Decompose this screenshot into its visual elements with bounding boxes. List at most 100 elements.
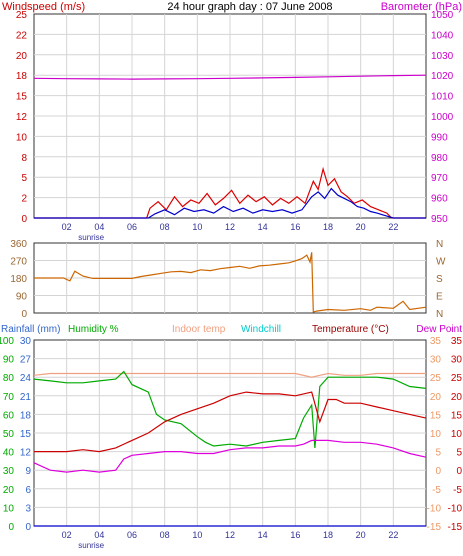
rainfall-tick-label: 70	[3, 392, 15, 403]
temp-x-tick-label: 06	[127, 530, 137, 540]
wind-x-tick-label: 22	[388, 222, 398, 232]
compass-label: N	[436, 239, 443, 250]
temp-tick-label-red: 15	[451, 410, 463, 421]
temp-tick-label-orange: 15	[430, 410, 442, 421]
series-temperature-c	[34, 391, 427, 453]
wind-direction-line	[34, 252, 427, 313]
temp-tick-label-orange: 25	[430, 373, 442, 384]
temp-x-tick-label: 08	[160, 530, 170, 540]
barometer-tick-label: 1020	[431, 71, 454, 82]
wind-x-tick-label: 20	[356, 222, 366, 232]
windspeed-tick-label: 20	[16, 51, 28, 62]
legend-label: Dew Point	[416, 324, 462, 335]
direction-tick-label: 90	[16, 292, 28, 303]
wind-x-tick-label: 06	[127, 222, 137, 232]
temp-x-tick-label: 10	[192, 530, 202, 540]
series-dew-point	[33, 439, 427, 473]
direction-tick-label: 0	[21, 309, 27, 320]
barometer-tick-label: 1010	[431, 92, 454, 103]
barometer-tick-label: 980	[431, 153, 448, 164]
temp-tick-label-orange: -10	[427, 503, 442, 514]
humidity-scale-tick-label: 0	[25, 522, 31, 533]
temp-tick-label-red: -15	[448, 522, 463, 533]
compass-label: E	[436, 292, 443, 303]
rainfall-tick-label: 0	[8, 522, 14, 533]
rainfall-tick-label: 40	[3, 448, 15, 459]
direction-tick-label: 270	[10, 257, 27, 268]
windspeed-tick-label: 8	[21, 153, 27, 164]
temp-tick-label-orange: 0	[435, 466, 441, 477]
windspeed-tick-label: 15	[16, 92, 28, 103]
compass-label: W	[436, 257, 446, 268]
direction-tick-label: 360	[10, 239, 27, 250]
humidity-scale-tick-label: 27	[20, 355, 32, 366]
temp-tick-label-orange: -15	[427, 522, 442, 533]
windspeed-tick-label: 25	[16, 10, 28, 21]
temp-tick-label-red: 0	[456, 466, 462, 477]
wind-series-windspeed	[34, 187, 426, 219]
legend-label: Rainfall (mm)	[1, 324, 60, 335]
temp-x-tick-label: 12	[225, 530, 235, 540]
temp-tick-label-red: -10	[448, 503, 463, 514]
temp-tick-label-orange: 30	[430, 355, 442, 366]
wind-x-tick-label: 10	[192, 222, 202, 232]
wind-x-tick-label: 02	[62, 222, 72, 232]
temp-x-tick-label: 20	[356, 530, 366, 540]
temp-tick-label-orange: -5	[432, 485, 441, 496]
humidity-scale-tick-label: 24	[20, 373, 32, 384]
windspeed-tick-label: 5	[21, 173, 27, 184]
temp-x-tick-label: 02	[62, 530, 72, 540]
rainfall-tick-label: 20	[3, 485, 15, 496]
temp-x-tick-label: 14	[258, 530, 268, 540]
barometer-tick-label: 1000	[431, 112, 454, 123]
wind-x-tick-label: 08	[160, 222, 170, 232]
series-humidity	[33, 370, 427, 448]
legend-label: Humidity %	[68, 324, 119, 335]
series-indoor-temp	[33, 372, 426, 378]
barometer-tick-label: 1040	[431, 30, 454, 41]
temp-tick-label-red: 20	[451, 392, 463, 403]
wind-x-tick-label: 16	[290, 222, 300, 232]
temp-sunrise-label: sunrise	[78, 541, 104, 550]
humidity-scale-tick-label: 12	[20, 448, 32, 459]
barometer-tick-label: 950	[431, 214, 448, 225]
temp-tick-label-orange: 20	[430, 392, 442, 403]
temp-tick-label-red: -5	[453, 485, 462, 496]
temp-tick-label-orange: 10	[430, 429, 442, 440]
wind-x-tick-label: 14	[258, 222, 268, 232]
windspeed-tick-label: 18	[16, 71, 28, 82]
windspeed-tick-label: 2	[21, 194, 27, 205]
temp-x-tick-label: 22	[388, 530, 398, 540]
direction-tick-label: 180	[10, 274, 27, 285]
humidity-scale-tick-label: 6	[25, 485, 31, 496]
wind-x-tick-label: 18	[323, 222, 333, 232]
temp-x-tick-label: 16	[290, 530, 300, 540]
rainfall-tick-label: 60	[3, 410, 15, 421]
rainfall-tick-label: 10	[3, 503, 15, 514]
wind-series-barometer	[33, 74, 427, 80]
windspeed-tick-label: 22	[16, 30, 28, 41]
temp-x-tick-label: 04	[94, 530, 104, 540]
temp-tick-label-red: 25	[451, 373, 463, 384]
temp-tick-label-red: 10	[451, 429, 463, 440]
barometer-tick-label: 1050	[431, 10, 454, 21]
temp-tick-label-orange: 35	[430, 336, 442, 347]
barometer-tick-label: 960	[431, 194, 448, 205]
temp-tick-label-orange: 5	[435, 448, 441, 459]
legend-label: Indoor temp	[172, 324, 226, 335]
windspeed-tick-label: 10	[16, 132, 28, 143]
rainfall-tick-label: 80	[3, 373, 15, 384]
rainfall-tick-label: 90	[3, 355, 15, 366]
temp-x-tick-label: 18	[323, 530, 333, 540]
legend-label: Windchill	[241, 324, 281, 335]
humidity-scale-tick-label: 15	[20, 429, 32, 440]
temp-tick-label-red: 5	[456, 448, 462, 459]
humidity-scale-tick-label: 21	[20, 392, 32, 403]
windspeed-axis-title: Windspeed (m/s)	[2, 1, 85, 13]
legend-label: Temperature (°C)	[312, 324, 389, 335]
temp-tick-label-red: 35	[451, 336, 463, 347]
wind-sunrise-label: sunrise	[78, 233, 104, 242]
barometer-tick-label: 970	[431, 173, 448, 184]
humidity-scale-tick-label: 30	[20, 336, 32, 347]
